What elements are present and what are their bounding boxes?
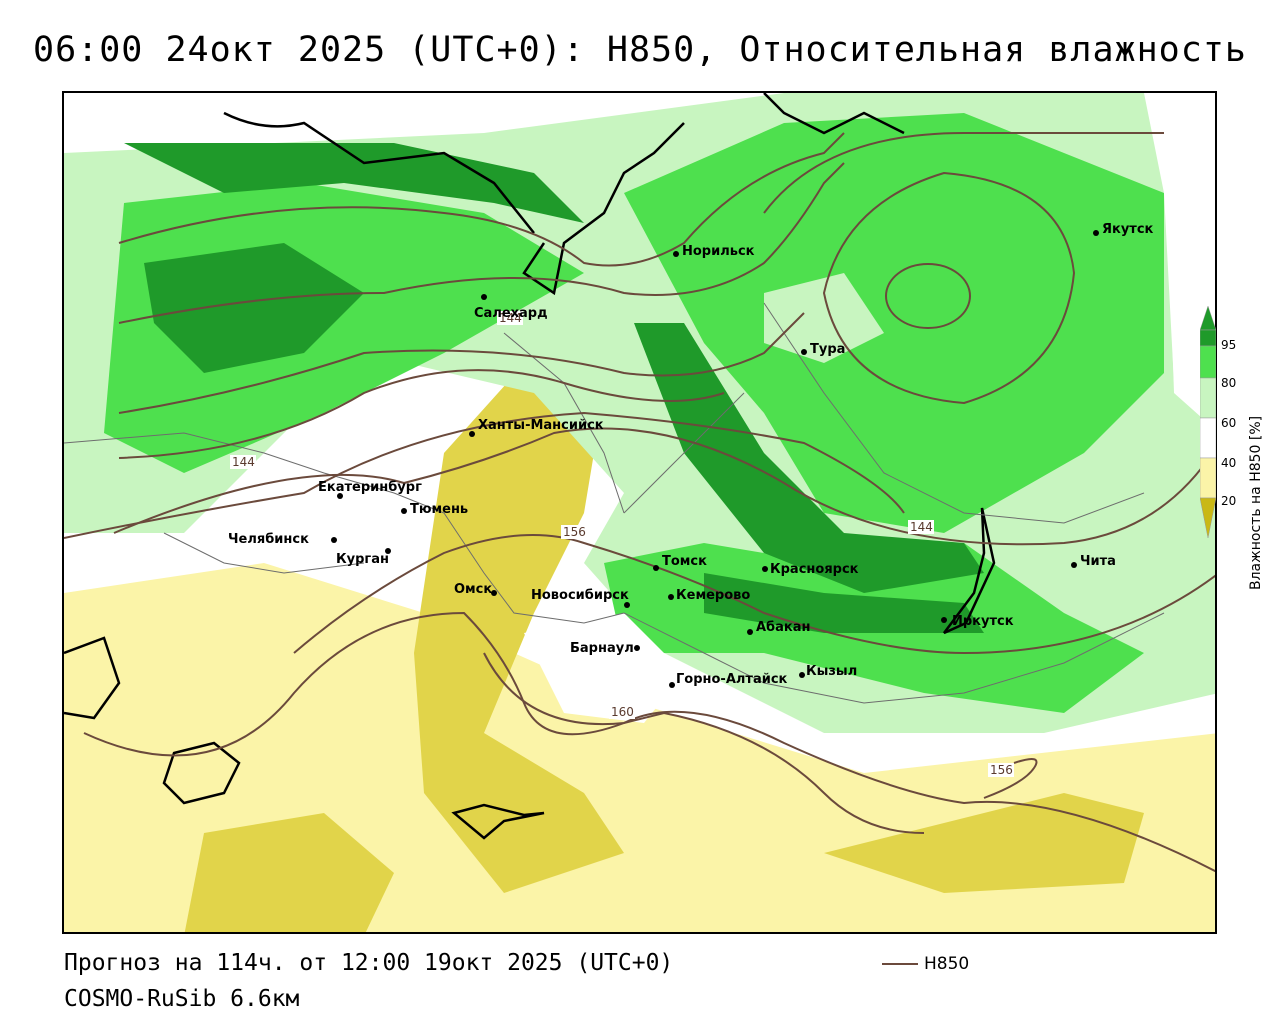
contour-label: 144 [910, 520, 933, 534]
colorbar-top-arrow [1200, 306, 1216, 331]
city-marker [673, 251, 679, 257]
city-marker [481, 294, 487, 300]
h850-legend-line [882, 963, 918, 965]
h850-contours [64, 132, 1215, 873]
city-marker [801, 349, 807, 355]
colorbar-segment [1200, 417, 1216, 459]
city-label: Горно-Алтайск [676, 672, 788, 687]
colorbar-tick: 20 [1221, 494, 1237, 508]
contour-label: 160 [611, 705, 634, 719]
forecast-info: Прогноз на 114ч. от 12:00 19окт 2025 (UT… [64, 950, 674, 976]
city-label: Тюмень [410, 502, 468, 517]
colorbar-segment [1200, 457, 1216, 499]
colorbar-bottom-arrow [1200, 497, 1216, 538]
humidity-colorbar [1200, 306, 1216, 538]
colorbar-tick: 60 [1221, 416, 1237, 430]
humidity-field [64, 93, 1215, 932]
city-label: Томск [662, 554, 707, 569]
city-label: Чита [1080, 554, 1116, 569]
model-name: COSMO-RuSib 6.6км [64, 986, 300, 1012]
contour-label: 144 [499, 311, 522, 325]
map-svg: 144 144 156 160 144 156 Якутск Норильск … [64, 93, 1215, 932]
city-label: Омск [454, 582, 492, 597]
city-marker [762, 566, 768, 572]
city-marker [1093, 230, 1099, 236]
city-marker [668, 594, 674, 600]
city-marker [491, 590, 497, 596]
city-marker [941, 617, 947, 623]
city-marker [669, 682, 675, 688]
h850-legend-label: H850 [924, 954, 970, 974]
city-label: Салехард [474, 306, 548, 321]
map-panel: 144 144 156 160 144 156 Якутск Норильск … [62, 91, 1217, 934]
city-label: Иркутск [952, 614, 1014, 629]
region-borders [64, 302, 1165, 704]
city-label: Абакан [756, 620, 811, 635]
city-label: Тура [810, 342, 845, 357]
city-label: Кемерово [676, 588, 750, 603]
city-marker [799, 672, 805, 678]
city-label: Кызыл [806, 664, 857, 679]
h850-legend: H850 [882, 954, 969, 974]
city-marker [747, 629, 753, 635]
city-marker [401, 508, 407, 514]
city-marker [653, 565, 659, 571]
city-marker [634, 645, 640, 651]
city-label: Барнаул [570, 641, 634, 656]
city-marker [337, 493, 343, 499]
colorbar-segment [1200, 329, 1216, 347]
contour-label: 156 [990, 763, 1013, 777]
city-marker [624, 602, 630, 608]
city-marker [469, 431, 475, 437]
city-marker [385, 548, 391, 554]
coastlines [64, 93, 996, 840]
colorbar-segment [1200, 345, 1216, 379]
city-label: Якутск [1102, 222, 1154, 237]
city-label: Екатеринбург [318, 480, 422, 495]
contour-labels: 144 144 156 160 144 156 [230, 311, 1014, 777]
cities: Якутск Норильск Салехард Тура Ханты-Манс… [228, 222, 1154, 688]
city-marker [331, 537, 337, 543]
colorbar-tick: 95 [1221, 338, 1237, 352]
city-marker [1071, 562, 1077, 568]
colorbar-tick: 40 [1221, 456, 1237, 470]
city-label: Курган [336, 552, 389, 567]
contour-label: 156 [563, 525, 586, 539]
city-label: Челябинск [228, 532, 309, 547]
colorbar-segment [1200, 377, 1216, 419]
contour-label: 144 [232, 455, 255, 469]
city-label: Норильск [682, 244, 755, 259]
colorbar-label: Влажность на H850 [%] [1248, 415, 1264, 590]
chart-title: 06:00 24окт 2025 (UTC+0): H850, Относите… [33, 30, 1247, 70]
city-label: Красноярск [770, 562, 859, 577]
city-label: Ханты-Мансийск [478, 418, 604, 433]
colorbar-tick: 80 [1221, 376, 1237, 390]
city-label: Новосибирск [531, 588, 629, 603]
